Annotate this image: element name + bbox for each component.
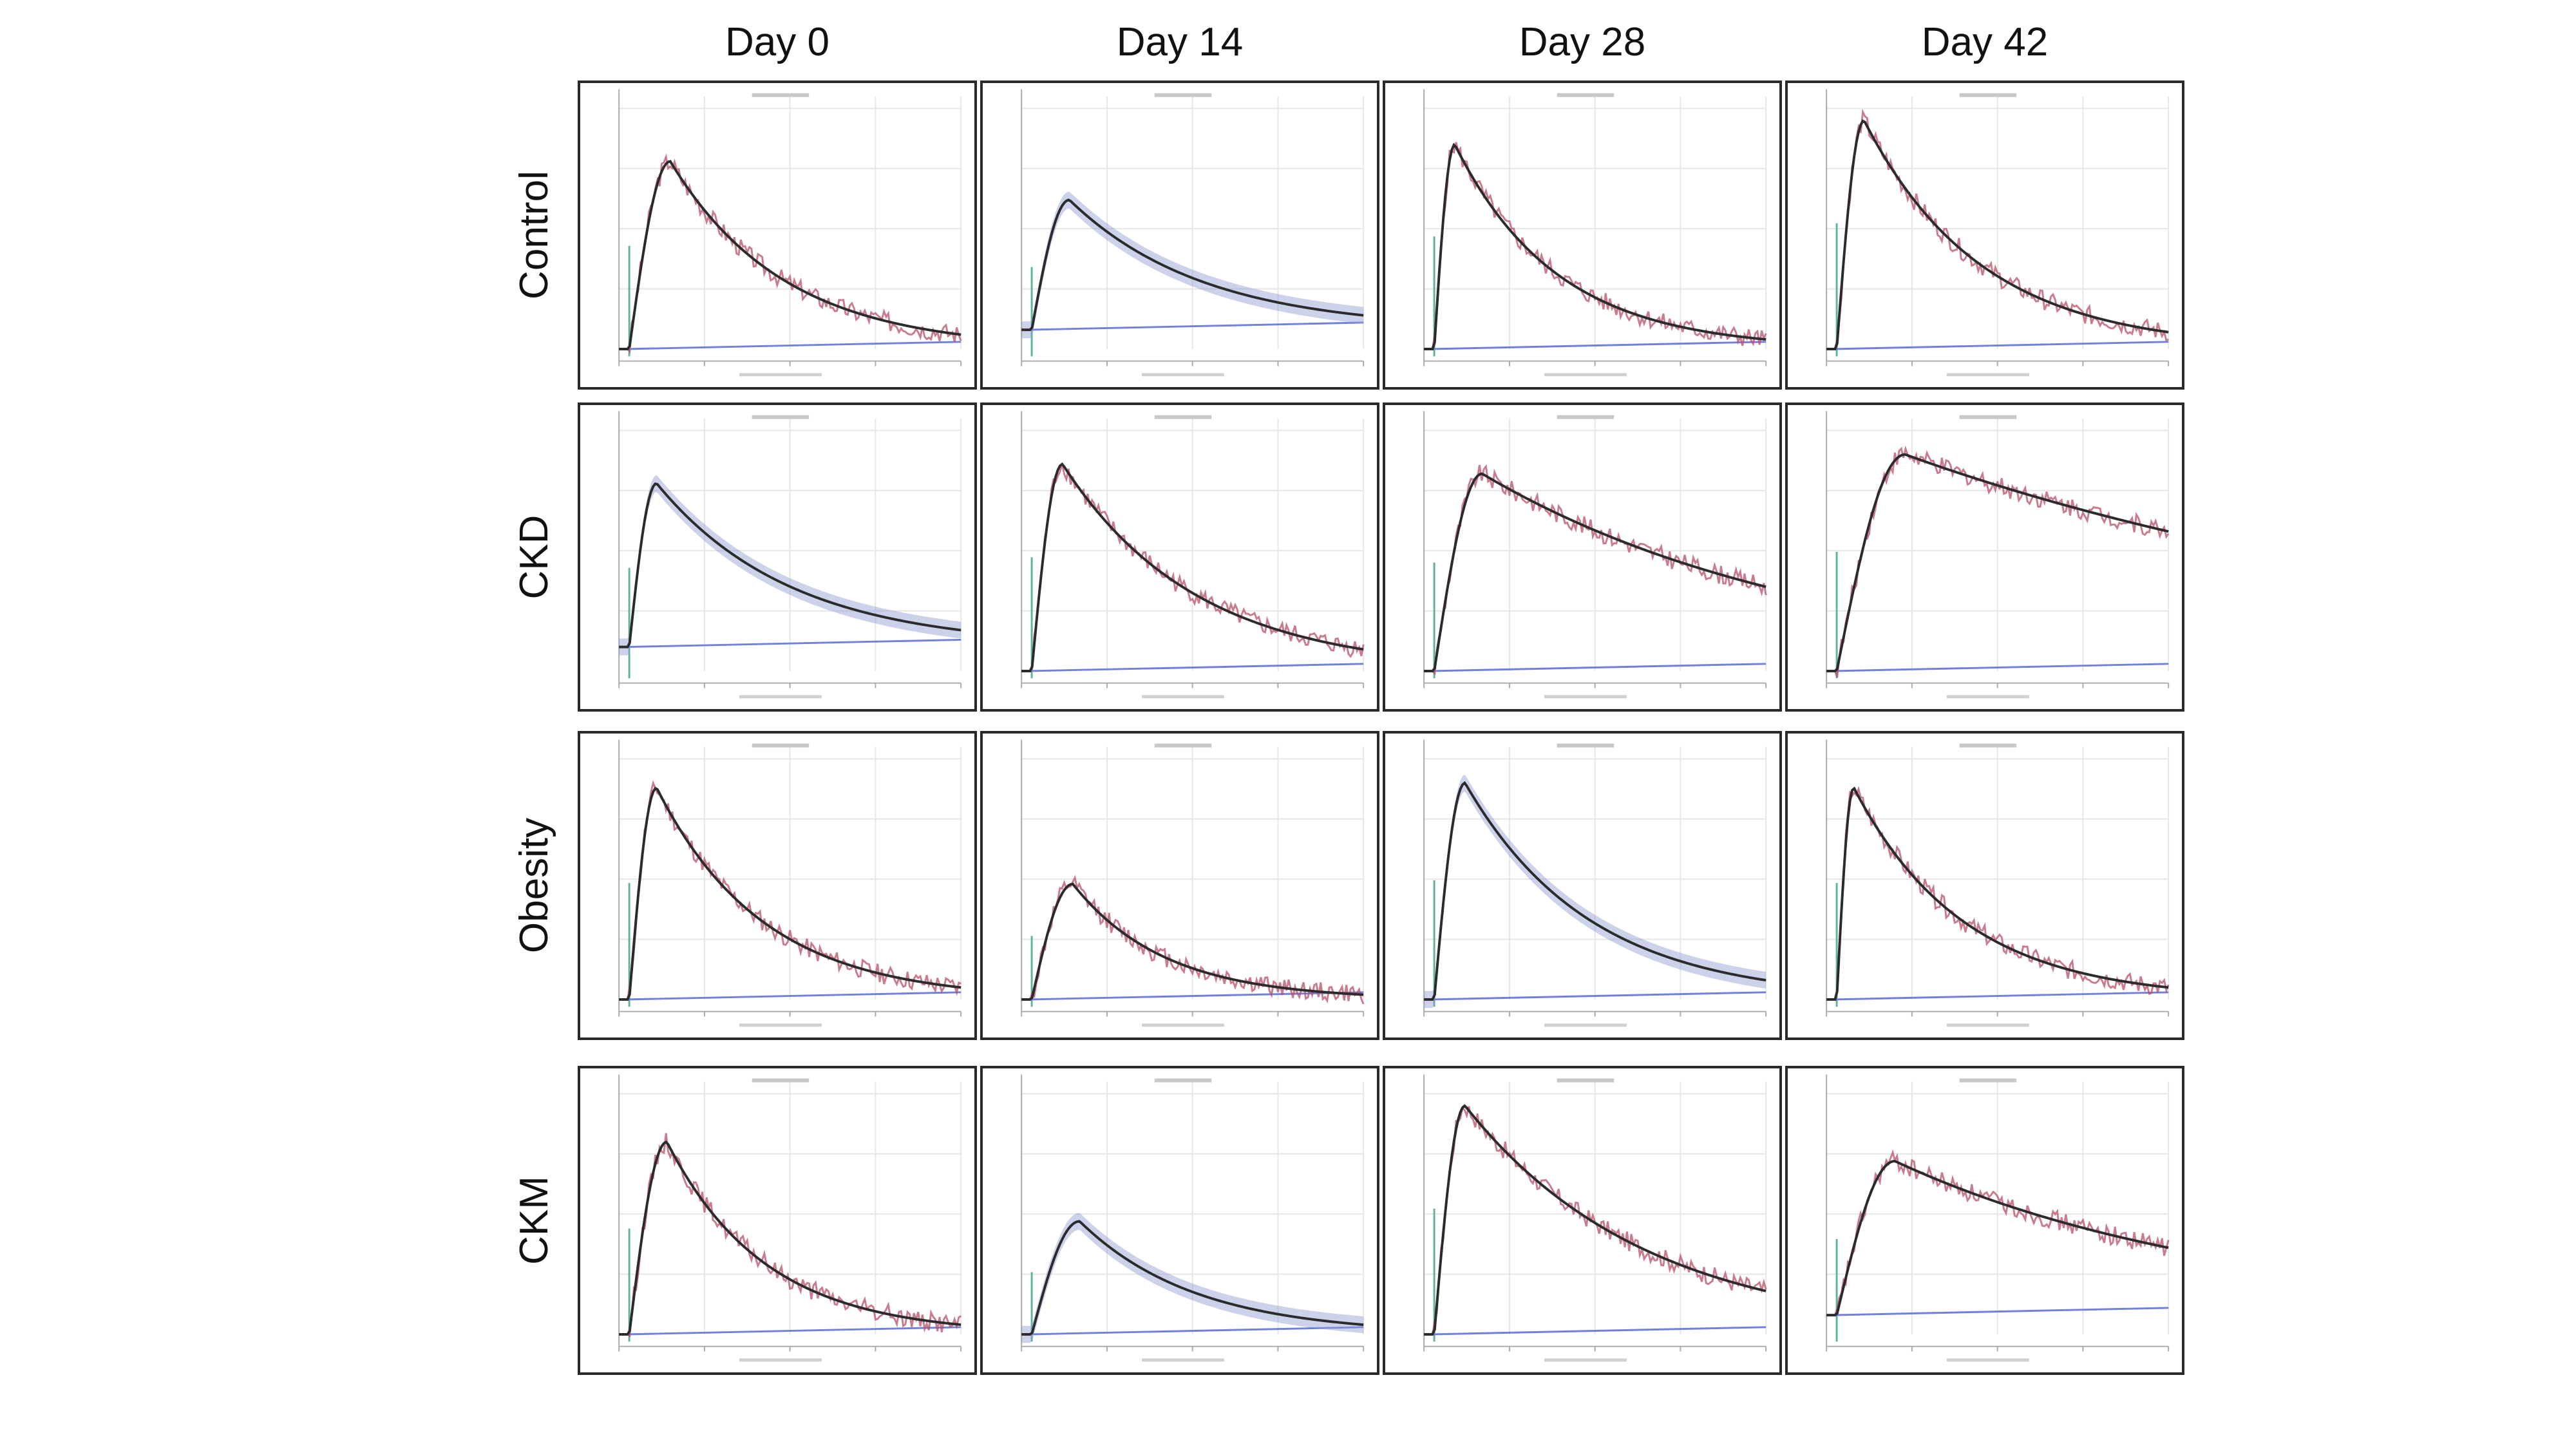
panel-control-day-42 bbox=[1785, 80, 2184, 390]
panel-title-mark bbox=[1959, 743, 2017, 748]
x-label-mark bbox=[739, 373, 822, 377]
baseline-line bbox=[1028, 991, 1364, 1001]
fit-curve bbox=[619, 160, 961, 350]
baseline-line bbox=[1833, 663, 2169, 672]
x-label-mark bbox=[1947, 1023, 2029, 1027]
panel-title-mark bbox=[752, 1078, 810, 1083]
fit-curve bbox=[1021, 882, 1364, 1001]
fit-curve bbox=[619, 482, 961, 649]
panel-title-mark bbox=[1154, 1078, 1212, 1083]
x-label-mark bbox=[1142, 1023, 1224, 1027]
baseline-line bbox=[1028, 321, 1364, 331]
panel-obesity-day-28 bbox=[1383, 731, 1782, 1040]
panel-ckd-day-14 bbox=[980, 402, 1379, 712]
panel-title-mark bbox=[1959, 1078, 2017, 1083]
x-label-mark bbox=[739, 1358, 822, 1362]
fit-curve bbox=[1826, 786, 2169, 1001]
x-label-mark bbox=[1142, 1358, 1224, 1362]
panel-ckm-day-0 bbox=[578, 1066, 977, 1375]
x-label-mark bbox=[739, 695, 822, 699]
baseline-line bbox=[625, 991, 961, 1001]
fit-curve bbox=[1021, 198, 1364, 332]
fit-curve bbox=[1826, 119, 2169, 350]
panel-ckd-day-28 bbox=[1383, 402, 1782, 712]
panel-ckd-day-42 bbox=[1785, 402, 2184, 712]
column-label-day-0: Day 0 bbox=[725, 20, 829, 64]
panel-ckm-day-42 bbox=[1785, 1066, 2184, 1375]
fit-curve bbox=[1826, 453, 2169, 672]
fit-curve bbox=[1021, 1220, 1364, 1336]
panel-ckm-day-14 bbox=[980, 1066, 1379, 1375]
column-label-day-14: Day 14 bbox=[1116, 20, 1244, 64]
panel-title-mark bbox=[1557, 743, 1615, 748]
panel-title-mark bbox=[752, 93, 810, 97]
baseline-line bbox=[625, 638, 961, 649]
fit-curve bbox=[619, 786, 961, 1001]
baseline-line bbox=[625, 341, 961, 350]
measured-data bbox=[1021, 875, 1365, 1005]
baseline-line bbox=[1833, 1307, 2169, 1316]
panel-title-mark bbox=[1557, 1078, 1615, 1083]
x-label-mark bbox=[1544, 1358, 1627, 1362]
fit-curve bbox=[1424, 1104, 1766, 1336]
panel-obesity-day-14 bbox=[980, 731, 1379, 1040]
panel-title-mark bbox=[1557, 93, 1615, 97]
row-label-ckd: CKD bbox=[512, 515, 556, 600]
baseline-line bbox=[1028, 1326, 1364, 1336]
panel-title-mark bbox=[1959, 93, 2017, 97]
baseline-line bbox=[1833, 341, 2169, 350]
panel-obesity-day-42 bbox=[1785, 731, 2184, 1040]
fit-curve bbox=[1826, 1159, 2169, 1317]
x-label-mark bbox=[1142, 695, 1224, 699]
fit-curve bbox=[1424, 142, 1766, 350]
x-label-mark bbox=[1947, 1358, 2029, 1362]
measured-data bbox=[1826, 786, 2170, 1001]
fit-curve bbox=[619, 1140, 961, 1336]
x-label-mark bbox=[739, 1023, 822, 1027]
panel-control-day-14 bbox=[980, 80, 1379, 390]
panel-ckm-day-28 bbox=[1383, 1066, 1782, 1375]
x-label-mark bbox=[1544, 373, 1627, 377]
confidence-band bbox=[619, 475, 961, 656]
column-label-day-28: Day 28 bbox=[1519, 20, 1646, 64]
x-label-mark bbox=[1544, 695, 1627, 699]
x-label-mark bbox=[1947, 373, 2029, 377]
panel-title-mark bbox=[752, 743, 810, 748]
baseline-line bbox=[625, 1326, 961, 1336]
panel-control-day-28 bbox=[1383, 80, 1782, 390]
baseline-line bbox=[1430, 341, 1766, 350]
measured-data bbox=[619, 153, 962, 354]
fit-curve bbox=[1021, 462, 1364, 672]
panel-title-mark bbox=[1154, 743, 1212, 748]
panel-obesity-day-0 bbox=[578, 731, 977, 1040]
x-label-mark bbox=[1544, 1023, 1627, 1027]
panel-title-mark bbox=[752, 415, 810, 419]
panel-title-mark bbox=[1959, 415, 2017, 419]
panel-title-mark bbox=[1154, 415, 1212, 419]
baseline-line bbox=[1833, 991, 2169, 1001]
fit-curve bbox=[1424, 781, 1766, 1001]
baseline-line bbox=[1028, 663, 1364, 672]
panel-ckd-day-0 bbox=[578, 402, 977, 712]
baseline-line bbox=[1430, 991, 1766, 1001]
x-label-mark bbox=[1947, 695, 2029, 699]
measured-data bbox=[1424, 142, 1767, 350]
fit-curve bbox=[1424, 472, 1766, 672]
row-label-ckm: CKM bbox=[512, 1176, 556, 1265]
measured-data bbox=[619, 780, 961, 1001]
column-label-day-42: Day 42 bbox=[1921, 20, 2049, 64]
panel-title-mark bbox=[1557, 415, 1615, 419]
row-label-obesity: Obesity bbox=[512, 817, 556, 954]
panel-control-day-0 bbox=[578, 80, 977, 390]
baseline-line bbox=[1430, 1326, 1766, 1336]
panel-title-mark bbox=[1154, 93, 1212, 97]
row-label-control: Control bbox=[512, 171, 556, 299]
baseline-line bbox=[1430, 663, 1766, 672]
x-label-mark bbox=[1142, 373, 1224, 377]
